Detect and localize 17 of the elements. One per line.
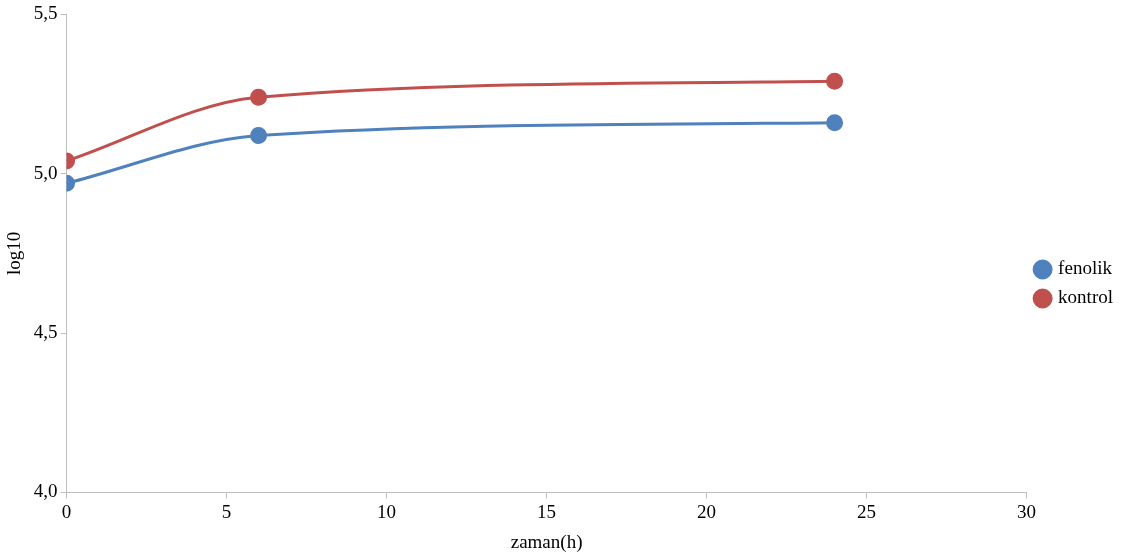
y-tick-label: 5,5 xyxy=(33,2,58,24)
x-tick-label: 0 xyxy=(61,500,72,522)
y-tick-label: 4,5 xyxy=(33,321,58,343)
x-tick-label: 25 xyxy=(857,500,877,522)
y-tick-label: 5,0 xyxy=(33,161,58,183)
x-tick-label: 5 xyxy=(221,500,232,522)
x-tick-label: 15 xyxy=(537,500,557,522)
point xyxy=(826,114,844,132)
y-axis-title: log10 xyxy=(3,231,25,276)
x-tick-label: 30 xyxy=(1017,500,1037,522)
x-axis-title: zaman(h) xyxy=(510,530,583,553)
point xyxy=(826,72,844,90)
x-tick-label: 10 xyxy=(377,500,397,522)
y-tick-label: 4,0 xyxy=(33,480,58,502)
legend-label: kontrol xyxy=(1058,286,1114,308)
legend-label: fenolik xyxy=(1058,257,1113,279)
x-tick-label: 20 xyxy=(697,500,717,522)
